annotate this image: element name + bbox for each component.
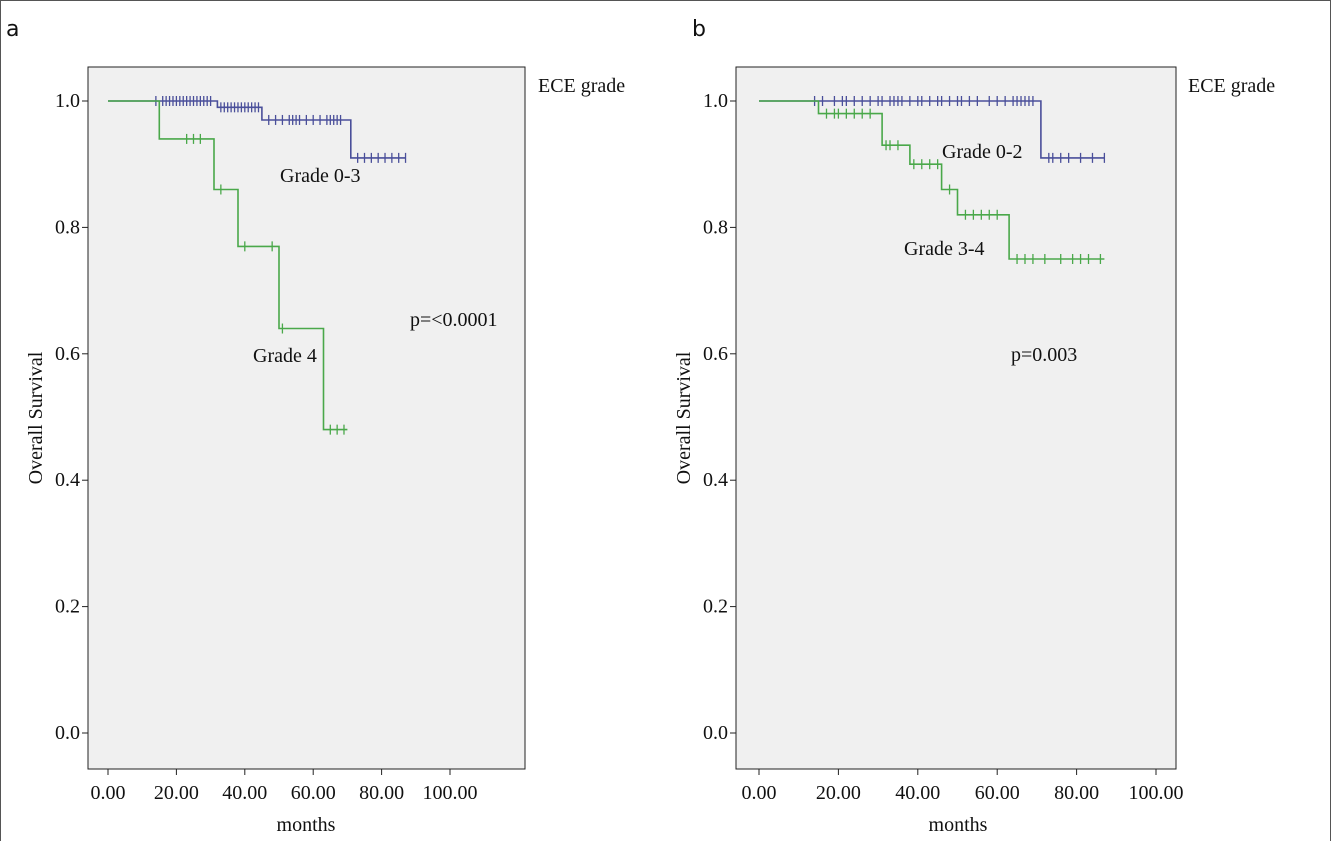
panel-a-y-tick-label: 0.2 [55, 596, 80, 618]
panel-b-y-tick-label: 0.4 [703, 469, 728, 491]
panel-a-y-tick-label: 0.0 [55, 722, 80, 744]
panel-b-y-tick-label: 0.6 [703, 343, 728, 365]
panel-a-x-tick-label: 100.00 [423, 782, 478, 804]
panel-b-x-tick-label: 80.00 [1054, 782, 1099, 804]
panel-b-x-tick-label: 100.00 [1129, 782, 1184, 804]
panel-a: a 0.00 20.00 40.00 60.00 80.00 100.000.00.20.… [6, 17, 625, 836]
panel-a-legend-title: ECE grade [538, 75, 625, 97]
panel-a-series-label-0: Grade 0-3 [280, 165, 361, 187]
panel-a-series-0-curve [108, 100, 406, 159]
panel-a-y-axis-title: Overall Survival [25, 351, 47, 484]
panel-b-series-0-curve [759, 100, 1105, 159]
panel-a-plot-area [87, 66, 526, 770]
panel-a-p-value: p=<0.0001 [410, 309, 498, 331]
panel-b-axes: 0.00 20.00 40.00 60.00 80.00 100.00 0.0 0.2 0.4 0… [703, 90, 1184, 804]
panel-b-series [759, 96, 1106, 264]
panel-b-letter: b [692, 17, 706, 42]
panel-a-y-tick-label: 0.8 [55, 216, 80, 238]
panel-b-y-tick-label: 0.8 [703, 216, 728, 238]
panel-b-y-tick-label: 1.0 [703, 90, 728, 112]
panel-a-x-axis-title: months [277, 814, 336, 836]
panel-a-x-tick-label: 80.00 [359, 782, 404, 804]
panel-b-y-tick-label: 0.0 [703, 722, 728, 744]
panel-a-x-tick-label: 0.00 [91, 782, 126, 804]
panel-a-y-tick-label: 0.6 [55, 343, 80, 365]
panel-b-y-axis-title: Overall Survival [673, 351, 695, 484]
panel-b-legend-title: ECE grade [1188, 75, 1275, 97]
panel-a-y-tick-label: 0.4 [55, 469, 80, 491]
panel-a-series [108, 96, 407, 435]
panel-b-series-label-0: Grade 0-2 [942, 141, 1023, 163]
panel-a-x-tick-label: 20.00 [154, 782, 199, 804]
panel-b-plot-area [735, 66, 1177, 770]
panel-b-p-value: p=0.003 [1011, 344, 1077, 366]
panel-a-series-1-curve [108, 100, 348, 431]
panel-a-axes: 0.00 20.00 40.00 60.00 80.00 100.00 0.0 0.2 0.4 0… [55, 90, 478, 804]
panel-b-x-tick-label: 60.00 [975, 782, 1020, 804]
panel-a-x-tick-label: 40.00 [222, 782, 267, 804]
panel-b-y-tick-label: 0.2 [703, 596, 728, 618]
panel-b-x-tick-label: 40.00 [895, 782, 940, 804]
panel-b: b 0.00 20.00 40.00 60.00 80.00 100.000.00.20.… [673, 17, 1275, 836]
panel-b-x-tick-label: 20.00 [816, 782, 861, 804]
panel-b-series-1-curve [759, 100, 1105, 260]
panel-a-series-label-1: Grade 4 [253, 345, 317, 367]
panel-b-x-tick-label: 0.00 [742, 782, 777, 804]
panel-b-x-axis-title: months [929, 814, 988, 836]
panel-a-x-tick-label: 60.00 [291, 782, 336, 804]
panel-b-series-label-1: Grade 3-4 [904, 238, 985, 260]
panel-a-letter: a [6, 17, 19, 42]
panel-a-y-tick-label: 1.0 [55, 90, 80, 112]
